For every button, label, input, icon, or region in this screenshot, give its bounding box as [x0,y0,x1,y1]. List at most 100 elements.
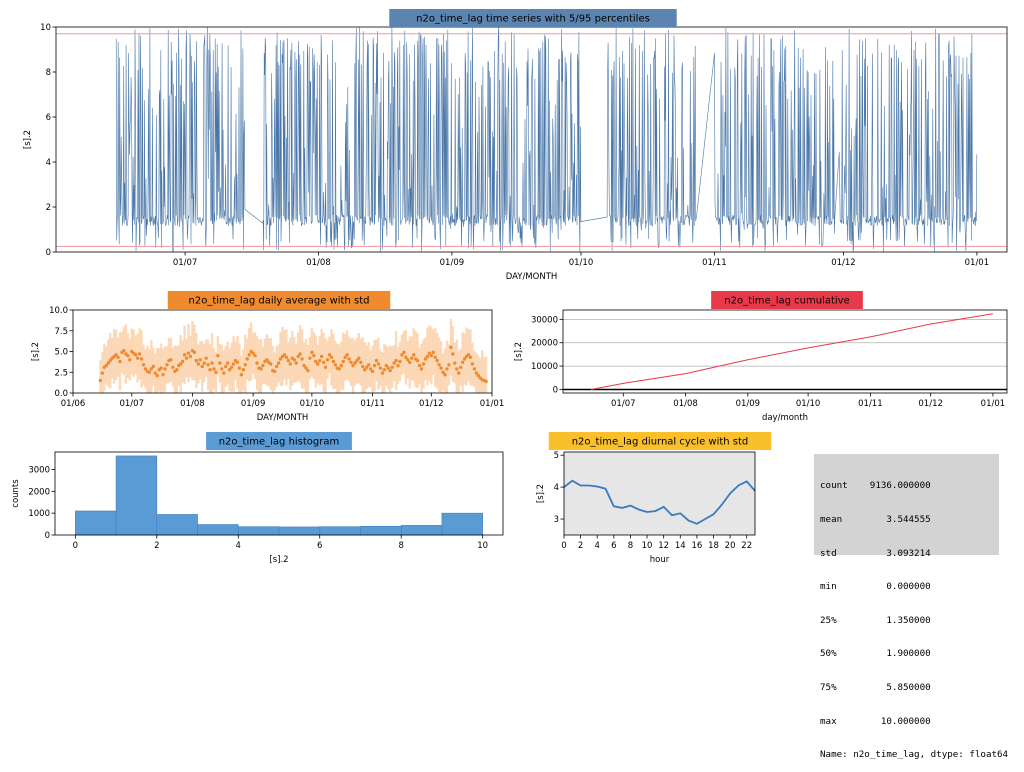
histogram-title-bg [206,432,352,450]
daily-point [445,367,449,371]
x-tick-label: 10 [477,541,488,551]
daily-point [458,365,463,369]
histogram-bar [441,512,483,536]
daily-point [394,358,398,363]
cumulative-title: n2o_time_lag cumulative [724,296,849,307]
daily-point [449,345,453,350]
y-tick-label: 4 [46,158,51,168]
x-tick-label: 01/10 [300,399,325,409]
daily-point [327,353,332,357]
summary-statistics-box: count 9136.000000 mean 3.544555 std 3.09… [814,454,1008,760]
y-tick-label: 0 [46,248,51,258]
x-axis-label: hour [650,555,670,565]
daily-point [241,368,246,372]
y-tick-label: 10.0 [49,306,68,316]
histogram-chart: 0 1000 2000 3000 0 2 4 6 8 10 [s].2 counts n2o_time_… [11,432,504,565]
daily-point [396,363,400,368]
daily-point [439,366,443,370]
daily-point [188,354,193,359]
daily-point [196,362,201,366]
histogram-bar [156,514,198,536]
x-tick-label: 01/08 [306,258,331,268]
daily-point [402,350,406,355]
daily-point [274,364,279,369]
x-tick-label: 4 [595,541,600,551]
y-axis-label: [s].2 [31,342,41,361]
y-axis-label: [s].2 [514,342,524,361]
timeseries-title-bg [389,9,677,27]
daily-point [384,363,388,368]
daily-point [155,373,159,378]
daily-point [455,367,459,371]
daily-point [306,368,310,373]
daily-point [265,358,269,362]
daily-point [159,366,163,370]
daily-title: n2o_time_lag daily average with std [189,296,370,307]
daily-point [106,361,110,365]
daily-point [122,348,126,353]
daily-point [353,361,357,365]
x-tick-label: 01/10 [569,258,594,268]
daily-point [147,370,152,374]
daily-point [104,363,108,368]
histogram-bar [115,455,158,536]
daily-point [269,362,273,366]
daily-point [357,356,361,360]
y-tick-label: 7.5 [54,327,68,337]
diurnal-line [563,479,756,525]
x-tick-label: 01/08 [180,399,205,409]
daily-point [235,360,240,364]
histogram-frame [54,451,504,536]
daily-point [286,358,291,363]
daily-point [388,368,392,373]
daily-point [443,373,447,377]
y-tick-label: 2 [46,203,51,213]
daily-point [411,353,416,357]
x-tick-label: 8 [628,541,633,551]
daily-point [108,358,112,363]
histogram-bar [319,526,361,536]
daily-point [243,363,247,367]
daily-point [321,360,326,364]
daily-point [318,358,322,363]
daily-point [363,368,367,372]
stats-25: 25% 1.350000 [820,614,931,626]
daily-point [161,373,165,377]
x-tick-label: 01/06 [61,399,86,409]
x-tick-label: 01/11 [858,399,883,409]
diurnal-title-bg [548,432,772,450]
x-tick-label: 01/01 [981,399,1006,409]
daily-point [200,364,204,369]
daily-point [329,355,334,360]
daily-point [239,373,244,377]
daily-point [141,363,146,367]
daily-point [118,359,122,364]
cumulative-title-bg [711,291,863,309]
x-tick-label: 01/01 [480,399,505,409]
daily-point [349,360,353,364]
daily-point [128,358,132,362]
x-tick-label: 14 [675,541,686,551]
stats-min: min 0.000000 [820,581,931,593]
daily-point [351,363,355,368]
daily-point [427,351,432,355]
histogram-bar [75,510,117,536]
x-tick-label: 01/08 [673,399,698,409]
daily-point [341,359,345,364]
histogram-bar [360,525,402,536]
daily-point [415,358,420,363]
histogram-bar [237,526,280,536]
daily-point [151,364,155,369]
daily-point [468,355,473,360]
daily-point [288,362,293,366]
y-tick-label: 5.0 [54,348,68,358]
daily-point [408,360,412,364]
daily-point [366,363,371,367]
daily-point [472,367,477,371]
daily-point [310,350,314,355]
daily-point [437,363,441,367]
daily-point [282,353,287,357]
daily-point [237,366,242,370]
daily-point [451,352,455,356]
daily-point [429,353,434,358]
